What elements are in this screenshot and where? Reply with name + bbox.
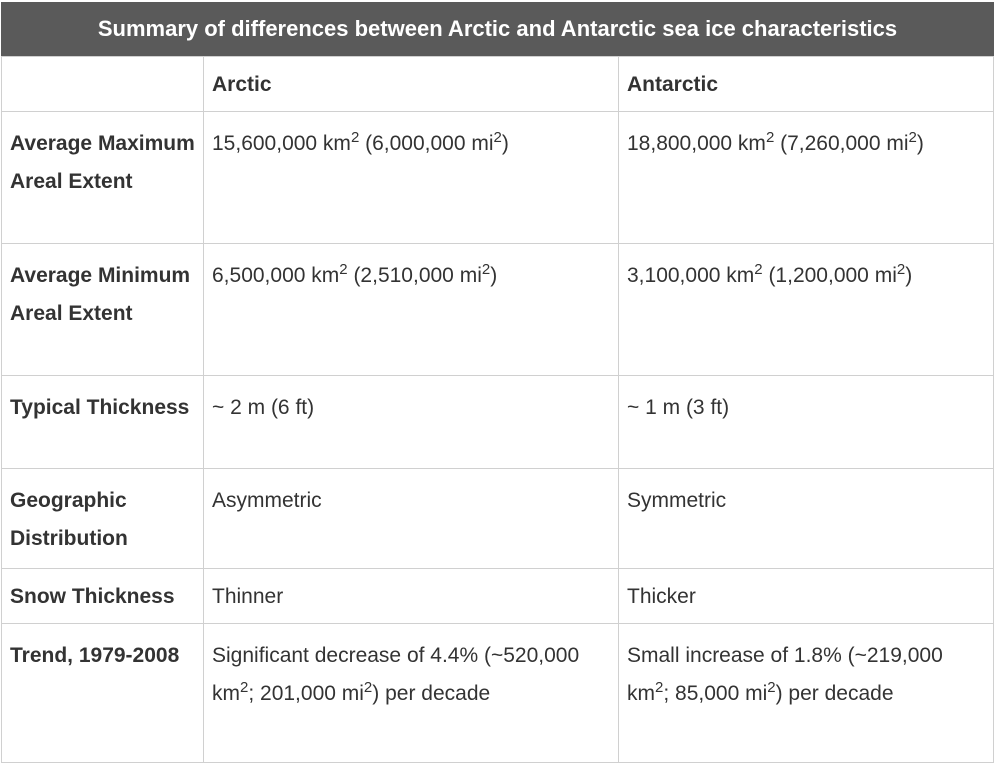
header-arctic: Arctic xyxy=(203,56,619,112)
antarctic-trend: Small increase of 1.8% (~219,000 km2; 85… xyxy=(618,623,994,763)
table-row: Average Minimum Areal Extent 6,500,000 k… xyxy=(1,243,994,376)
table-row: Average Maximum Areal Extent 15,600,000 … xyxy=(1,111,994,244)
antarctic-min-extent: 3,100,000 km2 (1,200,000 mi2) xyxy=(618,243,994,376)
arctic-thickness: ~ 2 m (6 ft) xyxy=(203,375,619,469)
table-row: Typical Thickness ~ 2 m (6 ft) ~ 1 m (3 … xyxy=(1,375,994,469)
header-antarctic: Antarctic xyxy=(618,56,994,112)
table-row: Snow Thickness Thinner Thicker xyxy=(1,568,994,624)
header-empty-cell xyxy=(1,56,204,112)
table-header-row: Arctic Antarctic xyxy=(1,56,994,112)
antarctic-max-extent: 18,800,000 km2 (7,260,000 mi2) xyxy=(618,111,994,244)
arctic-max-extent: 15,600,000 km2 (6,000,000 mi2) xyxy=(203,111,619,244)
antarctic-snow: Thicker xyxy=(618,568,994,624)
row-label-thickness: Typical Thickness xyxy=(1,375,204,469)
row-label-snow: Snow Thickness xyxy=(1,568,204,624)
table-caption: Summary of differences between Arctic an… xyxy=(1,2,994,56)
antarctic-thickness: ~ 1 m (3 ft) xyxy=(618,375,994,469)
arctic-min-extent: 6,500,000 km2 (2,510,000 mi2) xyxy=(203,243,619,376)
table-row: Geographic Distribution Asymmetric Symme… xyxy=(1,468,994,569)
arctic-snow: Thinner xyxy=(203,568,619,624)
arctic-distribution: Asymmetric xyxy=(203,468,619,569)
row-label-distribution: Geographic Distribution xyxy=(1,468,204,569)
row-label-trend: Trend, 1979-2008 xyxy=(1,623,204,763)
antarctic-distribution: Symmetric xyxy=(618,468,994,569)
row-label-min-extent: Average Minimum Areal Extent xyxy=(1,243,204,376)
row-label-max-extent: Average Maximum Areal Extent xyxy=(1,111,204,244)
table-row: Trend, 1979-2008 Significant decrease of… xyxy=(1,623,994,763)
arctic-trend: Significant decrease of 4.4% (~520,000 k… xyxy=(203,623,619,763)
